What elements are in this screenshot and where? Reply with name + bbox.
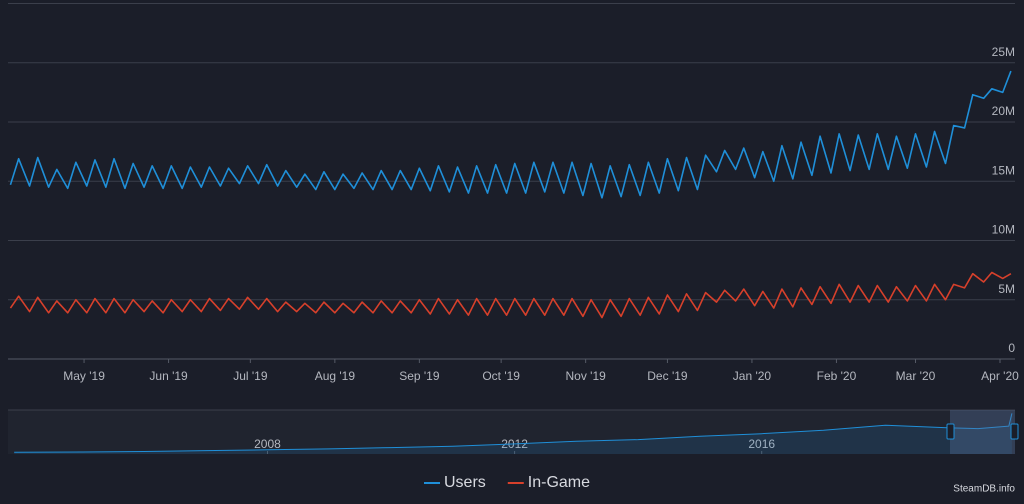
y-tick-label: 15M: [992, 163, 1015, 177]
x-tick-label: Apr '20: [981, 369, 1019, 383]
navigator-area: [14, 413, 1012, 454]
navigator-handle[interactable]: [946, 423, 955, 440]
x-tick-label: Mar '20: [896, 369, 936, 383]
navigator: 2008 2012 2016: [14, 413, 1013, 454]
navigator-handle[interactable]: [1010, 423, 1019, 440]
x-tick-label: Dec '19: [647, 369, 688, 383]
watermark: SteamDB.info: [953, 484, 1015, 495]
y-tick-label: 20M: [992, 104, 1015, 118]
x-tick-label: Jan '20: [733, 369, 772, 383]
y-tick-label: 25M: [992, 45, 1015, 59]
x-tick-label: 2008: [254, 437, 281, 451]
y-tick-label: 0: [1008, 341, 1015, 355]
series-line: [9, 271, 1012, 319]
x-tick-label: Jul '19: [233, 369, 268, 383]
x-tick-label: Feb '20: [817, 369, 857, 383]
legend-label: In-Game: [528, 474, 590, 491]
x-tick-label: Aug '19: [315, 369, 356, 383]
x-tick-label: Nov '19: [565, 369, 606, 383]
series-line: [9, 70, 1012, 199]
x-tick-label: Jun '19: [149, 369, 188, 383]
navigator-selection[interactable]: [950, 410, 1015, 454]
y-tick-label: 5M: [998, 282, 1015, 296]
navigator-background: [8, 410, 1015, 454]
x-tick-label: Oct '19: [482, 369, 520, 383]
x-tick-label: 2016: [748, 437, 775, 451]
x-tick-label: Sep '19: [399, 369, 440, 383]
x-tick-label: May '19: [63, 369, 105, 383]
legend-label: Users: [444, 474, 486, 491]
y-tick-label: 10M: [992, 223, 1015, 237]
